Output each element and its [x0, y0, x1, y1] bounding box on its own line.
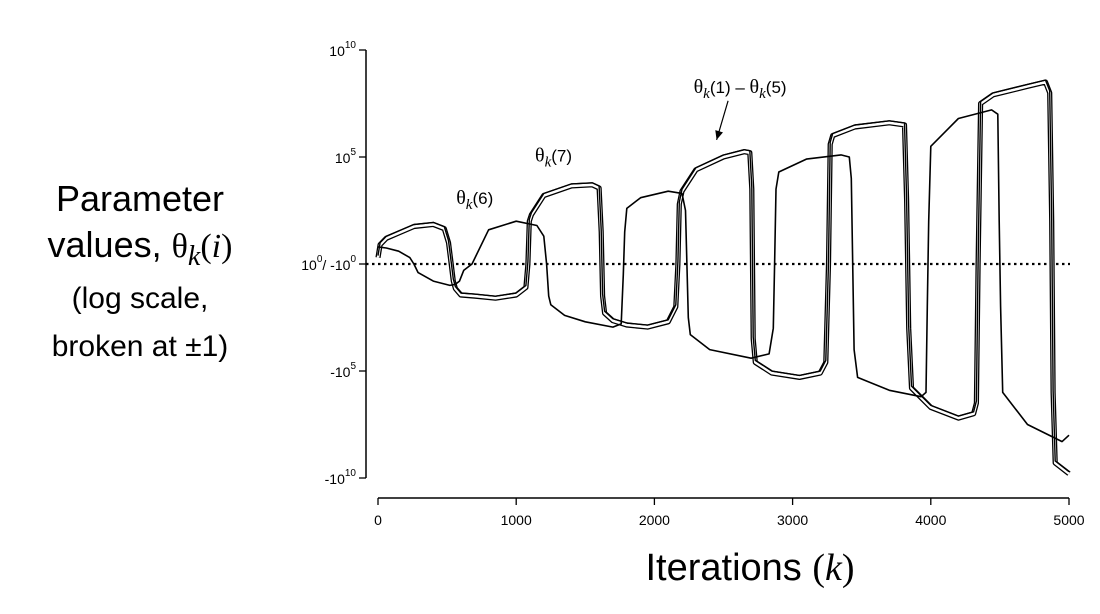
y-tick-label: -105 [330, 361, 356, 380]
x-axis-title: Iterations (k) [645, 547, 855, 589]
y-tick-label: 105 [335, 147, 357, 166]
annotations: θk(6) θk(7) θk(1) – θk(5) [456, 76, 786, 213]
y-axis-title-line2: values, θk(i) [47, 224, 233, 272]
y-tick-labels: 1010 105 100/ -100 -105 -1010 [301, 40, 356, 487]
annotation-arrowhead [715, 130, 723, 140]
series-layer [375, 79, 1071, 476]
series-line-single [377, 109, 1070, 443]
x-tick-label: 1000 [501, 512, 532, 528]
series-line-gap [376, 80, 1070, 475]
y-axis-title-line3: (log scale, [71, 282, 209, 315]
x-tick-labels: 0 1000 2000 3000 4000 5000 [374, 512, 1085, 528]
annotation-label: θk(6) [456, 187, 493, 213]
x-tick-label: 0 [374, 512, 382, 528]
y-tick-label: -1010 [325, 468, 357, 487]
x-tick-label: 2000 [639, 512, 670, 528]
y-tick-label: 100/ -100 [301, 254, 356, 273]
annotation-label: θk(1) – θk(5) [694, 76, 787, 102]
y-axis-title-line1: Parameter [55, 178, 225, 219]
x-tick-label: 5000 [1053, 512, 1084, 528]
x-tick-label: 4000 [915, 512, 946, 528]
y-tick-label: 1010 [329, 40, 356, 59]
series-line-inner [377, 79, 1070, 473]
x-tick-label: 3000 [777, 512, 808, 528]
y-axis-title-line4: broken at ±1) [51, 330, 229, 363]
annotation-label: θk(7) [535, 144, 572, 170]
